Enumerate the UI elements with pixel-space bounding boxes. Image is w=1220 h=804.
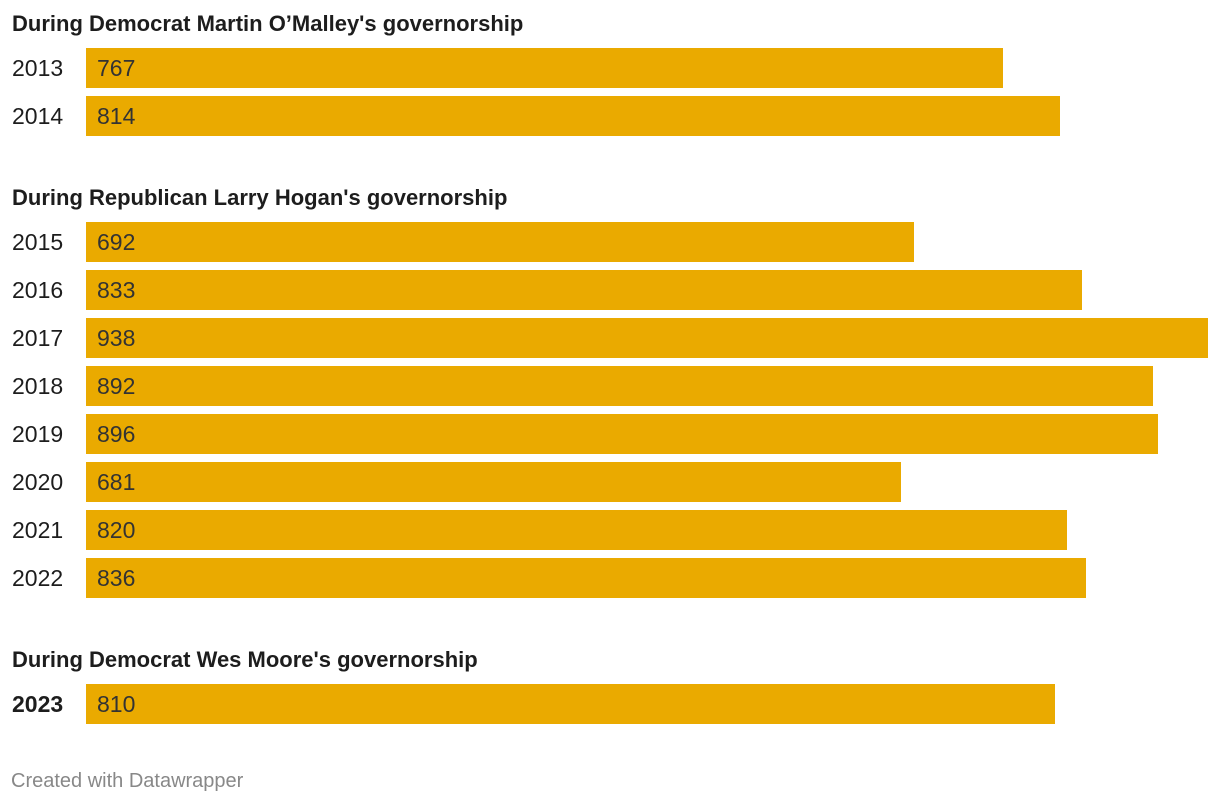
bar-value-label: 681	[97, 469, 136, 495]
group-title: During Democrat Wes Moore's governorship	[12, 647, 478, 672]
year-label: 2021	[12, 517, 64, 543]
year-label: 2022	[12, 565, 64, 591]
bar: 836	[86, 558, 1086, 598]
year-label: 2018	[12, 373, 64, 399]
bar: 820	[86, 510, 1067, 550]
bar-value-label: 896	[97, 421, 136, 447]
bar-value-label: 814	[97, 103, 136, 129]
bar: 938	[86, 318, 1208, 358]
bar: 892	[86, 366, 1153, 406]
bar: 810	[86, 684, 1055, 724]
bar: 681	[86, 462, 901, 502]
year-label: 2016	[12, 277, 64, 303]
bar: 814	[86, 96, 1060, 136]
footer-credit: Created with Datawrapper	[11, 770, 244, 792]
bar-value-label: 892	[97, 373, 136, 399]
year-label: 2015	[12, 229, 64, 255]
year-label: 2013	[12, 55, 64, 81]
bar: 767	[86, 48, 1003, 88]
group-title: During Democrat Martin O’Malley's govern…	[12, 11, 524, 36]
year-label: 2023	[12, 691, 64, 717]
bar-value-label: 820	[97, 517, 136, 543]
bar-value-label: 767	[97, 55, 136, 81]
bar: 692	[86, 222, 914, 262]
year-label: 2014	[12, 103, 64, 129]
bar: 896	[86, 414, 1158, 454]
bar-value-label: 833	[97, 277, 136, 303]
bar-value-label: 692	[97, 229, 136, 255]
group-title: During Republican Larry Hogan's governor…	[12, 185, 508, 210]
bar-value-label: 836	[97, 565, 136, 591]
year-label: 2019	[12, 421, 64, 447]
bar-value-label: 810	[97, 691, 136, 717]
year-label: 2017	[12, 325, 64, 351]
year-label: 2020	[12, 469, 64, 495]
bar: 833	[86, 270, 1082, 310]
bar-value-label: 938	[97, 325, 136, 351]
